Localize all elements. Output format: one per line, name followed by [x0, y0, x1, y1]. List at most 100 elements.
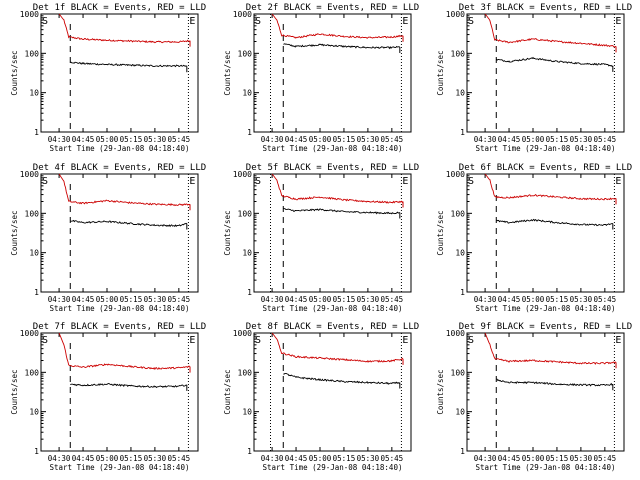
- series-events-line: [496, 218, 613, 227]
- x-tick-label: 05:00: [522, 135, 545, 144]
- end-marker-label: E: [189, 16, 195, 27]
- panel-title: Det 4f BLACK = Events, RED = LLD: [33, 163, 206, 173]
- x-tick-label: 05:15: [120, 454, 143, 463]
- panel-title: Det 1f BLACK = Events, RED = LLD: [33, 3, 206, 13]
- x-tick-label: 04:45: [72, 135, 95, 144]
- x-tick-label: 05:45: [381, 454, 404, 463]
- x-tick-label: 04:45: [498, 454, 521, 463]
- x-axis-label: Start Time (29-Jan-08 04:18:40): [50, 144, 190, 153]
- x-tick-label: 05:45: [168, 135, 191, 144]
- x-tick-label: 05:15: [333, 295, 356, 304]
- y-tick-label: 100: [238, 368, 253, 377]
- x-tick-label: 04:30: [261, 135, 284, 144]
- y-tick-label: 1000: [233, 170, 252, 179]
- y-axis-label: Counts/sec: [436, 210, 445, 255]
- x-tick-label: 05:30: [144, 135, 167, 144]
- series-events-line: [496, 378, 614, 387]
- panel-det-9: Det 9f BLACK = Events, RED = LLD 1 10 100 10…: [436, 322, 632, 472]
- x-tick-label: 05:00: [96, 295, 119, 304]
- end-marker-label: E: [615, 335, 621, 346]
- y-tick-label: 1000: [233, 329, 252, 338]
- x-tick-label: 04:45: [72, 454, 95, 463]
- y-tick-label: 10: [455, 408, 465, 417]
- y-tick-label: 1000: [446, 10, 465, 19]
- series-events-line: [283, 373, 401, 385]
- start-marker-label: S: [255, 16, 261, 27]
- x-tick-label: 05:30: [357, 295, 380, 304]
- panel-det-5: Det 5f BLACK = Events, RED = LLD 1 10 100 10…: [223, 163, 419, 313]
- panel-title: Det 8f BLACK = Events, RED = LLD: [246, 322, 419, 332]
- x-tick-label: 04:45: [285, 454, 308, 463]
- plot-frame: [253, 173, 412, 293]
- start-marker-label: S: [255, 335, 261, 346]
- y-tick-label: 100: [238, 49, 253, 58]
- y-tick-label: 1000: [233, 10, 252, 19]
- y-tick-label: 1: [460, 288, 465, 297]
- end-marker-label: E: [402, 176, 408, 187]
- x-axis-label: Start Time (29-Jan-08 04:18:40): [50, 304, 190, 313]
- x-axis-label: Start Time (29-Jan-08 04:18:40): [263, 304, 403, 313]
- y-tick-label: 1: [460, 447, 465, 456]
- series-lld-line: [484, 13, 617, 48]
- x-tick-label: 04:30: [474, 454, 497, 463]
- y-tick-label: 10: [455, 89, 465, 98]
- x-tick-label: 05:45: [381, 135, 404, 144]
- y-tick-label: 1: [34, 128, 39, 137]
- panel-det-7: Det 7f BLACK = Events, RED = LLD 1 10 100 10…: [10, 322, 206, 472]
- x-tick-label: 05:00: [522, 295, 545, 304]
- y-axis-label: Counts/sec: [10, 369, 19, 414]
- end-marker-label: E: [189, 335, 195, 346]
- x-tick-label: 05:00: [309, 454, 332, 463]
- end-marker-label: E: [615, 16, 621, 27]
- y-tick-label: 100: [451, 209, 466, 218]
- x-tick-label: 05:00: [309, 295, 332, 304]
- panel-det-4: Det 4f BLACK = Events, RED = LLD 1 10 100 10…: [10, 163, 206, 313]
- y-tick-label: 10: [29, 408, 39, 417]
- series-events-line: [70, 61, 187, 68]
- x-tick-label: 05:15: [120, 295, 143, 304]
- series-events-line: [283, 208, 400, 215]
- start-marker-label: S: [42, 176, 48, 187]
- series-lld-line: [484, 332, 617, 365]
- plot-frame: [253, 332, 412, 452]
- y-tick-label: 10: [242, 408, 252, 417]
- x-tick-label: 04:30: [261, 295, 284, 304]
- y-tick-label: 10: [242, 89, 252, 98]
- x-tick-label: 05:30: [144, 454, 167, 463]
- x-axis-label: Start Time (29-Jan-08 04:18:40): [263, 463, 403, 472]
- x-tick-label: 05:00: [522, 454, 545, 463]
- x-tick-label: 05:30: [357, 454, 380, 463]
- y-tick-label: 1: [34, 447, 39, 456]
- panel-title: Det 3f BLACK = Events, RED = LLD: [459, 3, 632, 13]
- start-marker-label: S: [468, 16, 474, 27]
- x-tick-label: 04:45: [72, 295, 95, 304]
- y-tick-label: 1: [247, 288, 252, 297]
- x-tick-label: 04:45: [498, 135, 521, 144]
- y-tick-label: 10: [29, 249, 39, 258]
- plot-frame: [466, 13, 625, 133]
- x-tick-label: 04:45: [285, 295, 308, 304]
- x-tick-label: 04:30: [48, 454, 71, 463]
- y-tick-label: 100: [451, 368, 466, 377]
- series-events-line: [283, 43, 400, 50]
- x-tick-label: 05:15: [546, 295, 569, 304]
- y-tick-label: 100: [25, 368, 40, 377]
- y-tick-label: 1000: [20, 329, 39, 338]
- x-tick-label: 05:45: [594, 135, 617, 144]
- x-tick-label: 05:15: [546, 454, 569, 463]
- x-tick-label: 05:00: [96, 135, 119, 144]
- series-lld-line: [58, 173, 191, 207]
- start-marker-label: S: [468, 335, 474, 346]
- x-tick-label: 05:45: [381, 295, 404, 304]
- series-lld-line: [58, 13, 191, 44]
- start-marker-label: S: [468, 176, 474, 187]
- x-tick-label: 05:45: [594, 295, 617, 304]
- x-axis-label: Start Time (29-Jan-08 04:18:40): [476, 463, 616, 472]
- panel-det-6: Det 6f BLACK = Events, RED = LLD 1 10 100 10…: [436, 163, 632, 313]
- start-marker-label: S: [42, 335, 48, 346]
- x-tick-label: 05:15: [333, 135, 356, 144]
- y-axis-label: Counts/sec: [10, 210, 19, 255]
- series-lld-line: [271, 332, 404, 363]
- end-marker-label: E: [402, 16, 408, 27]
